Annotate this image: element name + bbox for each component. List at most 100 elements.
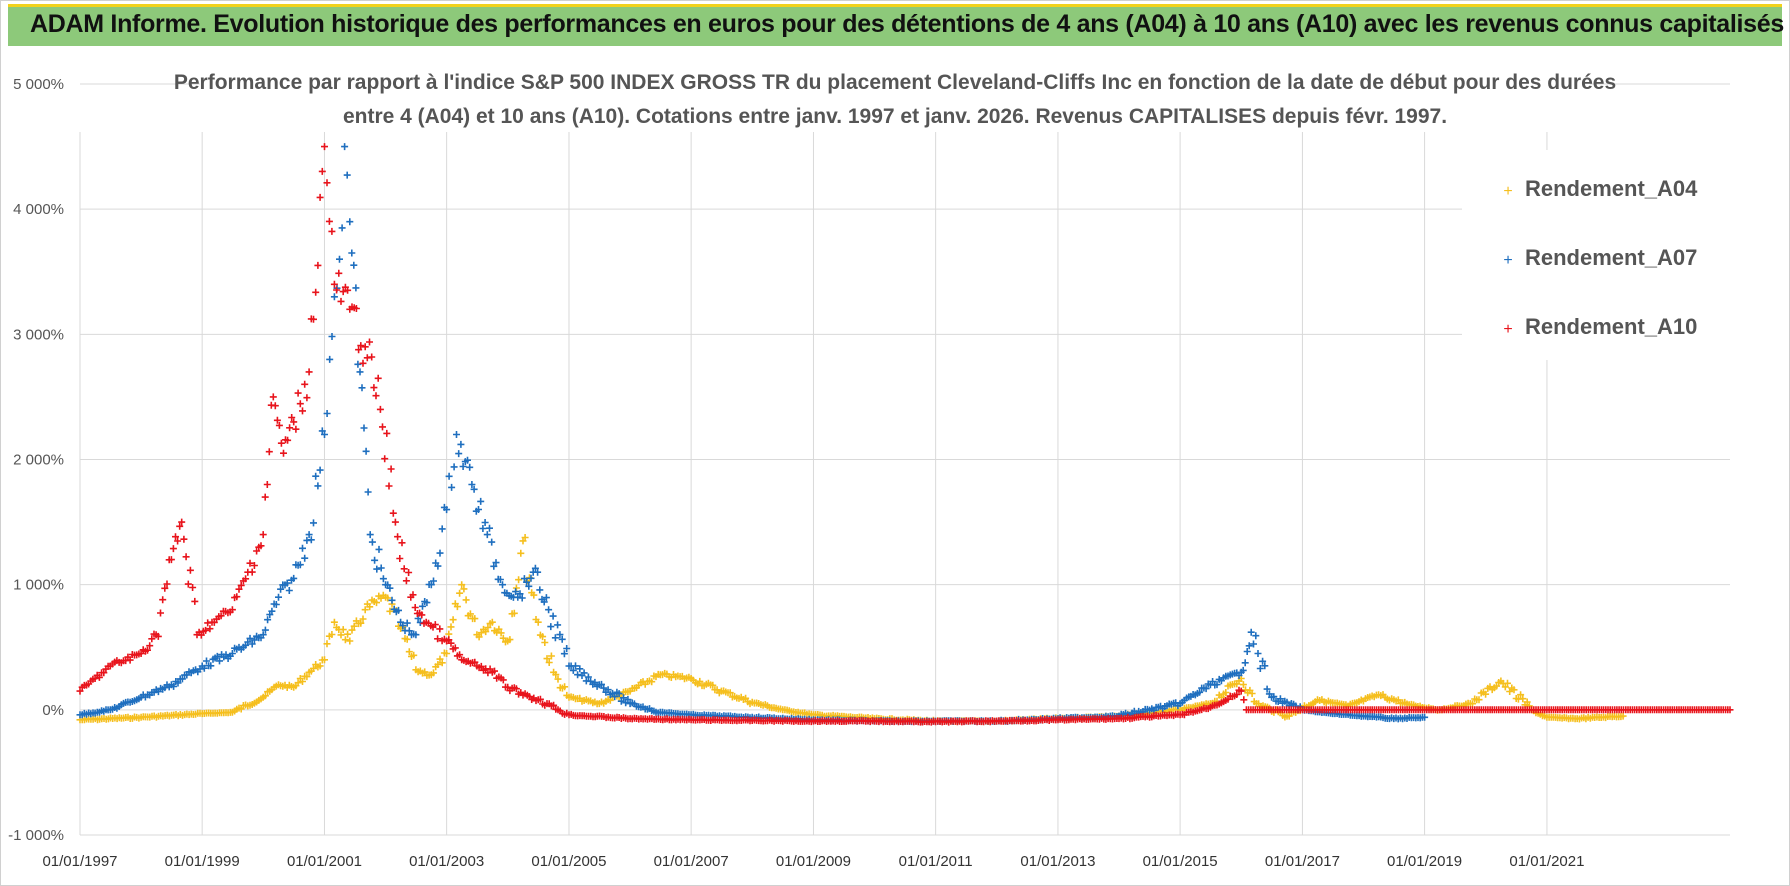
data-point <box>458 581 466 589</box>
data-marker <box>648 678 656 686</box>
data-point <box>321 431 328 438</box>
data-point <box>330 618 338 626</box>
data-marker <box>261 692 269 700</box>
data-marker <box>1259 657 1267 665</box>
data-marker <box>518 594 526 602</box>
data-marker <box>359 615 367 623</box>
data-marker <box>430 669 437 677</box>
data-marker <box>447 639 455 647</box>
data-point <box>443 506 451 514</box>
x-tick-label: 01/01/2015 <box>1143 853 1218 870</box>
banner-title: ADAM Informe. Evolution historique des p… <box>30 10 1784 38</box>
data-point <box>76 687 84 695</box>
data-marker <box>556 631 564 639</box>
data-marker <box>263 481 271 488</box>
data-point <box>499 581 506 589</box>
data-marker <box>399 622 407 630</box>
data-marker <box>285 587 293 594</box>
data-marker <box>1504 679 1511 687</box>
data-marker <box>377 564 385 572</box>
data-marker <box>207 662 215 670</box>
data-marker <box>283 579 291 587</box>
data-marker <box>547 623 555 631</box>
data-point <box>453 431 460 438</box>
data-marker <box>1523 698 1531 706</box>
data-marker <box>1239 666 1247 674</box>
data-point <box>427 581 435 589</box>
data-marker <box>539 633 547 641</box>
x-tick-label: 01/01/1997 <box>42 853 117 870</box>
data-marker <box>1243 648 1251 655</box>
data-marker <box>271 402 279 410</box>
data-marker <box>95 673 103 681</box>
data-marker <box>182 553 190 561</box>
data-marker <box>497 629 505 637</box>
data-point <box>336 255 343 263</box>
data-marker <box>1510 686 1518 694</box>
data-marker <box>362 447 370 455</box>
data-point <box>376 405 384 413</box>
data-marker <box>348 626 356 634</box>
data-marker <box>456 589 464 597</box>
data-marker <box>257 542 265 550</box>
y-tick-label: 5 000% <box>13 76 64 93</box>
data-point <box>269 393 277 401</box>
data-point <box>346 218 354 226</box>
data-marker <box>580 669 588 677</box>
data-marker <box>400 565 408 573</box>
x-tick-label: 01/01/2017 <box>1265 853 1340 870</box>
data-marker <box>233 593 241 601</box>
data-marker <box>431 621 439 629</box>
data-marker <box>250 562 258 569</box>
data-marker <box>542 594 550 602</box>
data-marker <box>273 416 281 424</box>
legend-background <box>1462 150 1730 360</box>
data-marker <box>620 694 627 702</box>
x-tick-label: 01/01/2021 <box>1509 853 1584 870</box>
data-marker <box>475 506 482 513</box>
data-marker <box>1517 691 1525 699</box>
data-point <box>346 637 354 645</box>
data-marker <box>572 662 579 670</box>
data-marker <box>246 634 254 642</box>
data-marker <box>615 690 623 698</box>
data-marker <box>352 305 360 312</box>
data-marker <box>457 440 465 448</box>
y-tick-label: 0% <box>42 702 64 719</box>
data-marker <box>310 315 317 323</box>
data-marker <box>253 547 261 555</box>
data-marker <box>561 683 569 691</box>
data-marker <box>316 193 324 201</box>
data-marker <box>576 665 584 673</box>
data-marker <box>159 596 167 604</box>
data-marker <box>357 342 365 350</box>
data-point <box>167 556 175 564</box>
data-marker <box>264 616 272 624</box>
data-point <box>178 518 186 526</box>
data-marker <box>174 679 182 687</box>
data-marker <box>272 601 280 608</box>
data-marker <box>418 611 426 619</box>
data-marker <box>434 661 442 668</box>
data-marker <box>371 556 379 564</box>
data-marker <box>598 680 605 688</box>
data-marker <box>202 626 210 634</box>
x-tick-label: 01/01/2019 <box>1387 853 1462 870</box>
data-point <box>361 606 369 614</box>
data-marker <box>341 636 349 644</box>
data-marker <box>547 652 555 660</box>
data-marker <box>294 679 302 687</box>
data-point <box>443 650 451 657</box>
data-marker <box>375 545 383 553</box>
data-marker <box>383 429 391 437</box>
data-marker <box>624 696 632 703</box>
data-marker <box>261 626 269 634</box>
legend-marker-a07: + <box>1503 252 1512 269</box>
data-marker <box>477 497 485 505</box>
data-point <box>483 531 491 539</box>
data-marker <box>405 627 413 635</box>
data-point <box>341 143 349 151</box>
data-marker <box>543 655 551 663</box>
data-marker <box>328 227 336 235</box>
data-marker <box>385 482 393 490</box>
